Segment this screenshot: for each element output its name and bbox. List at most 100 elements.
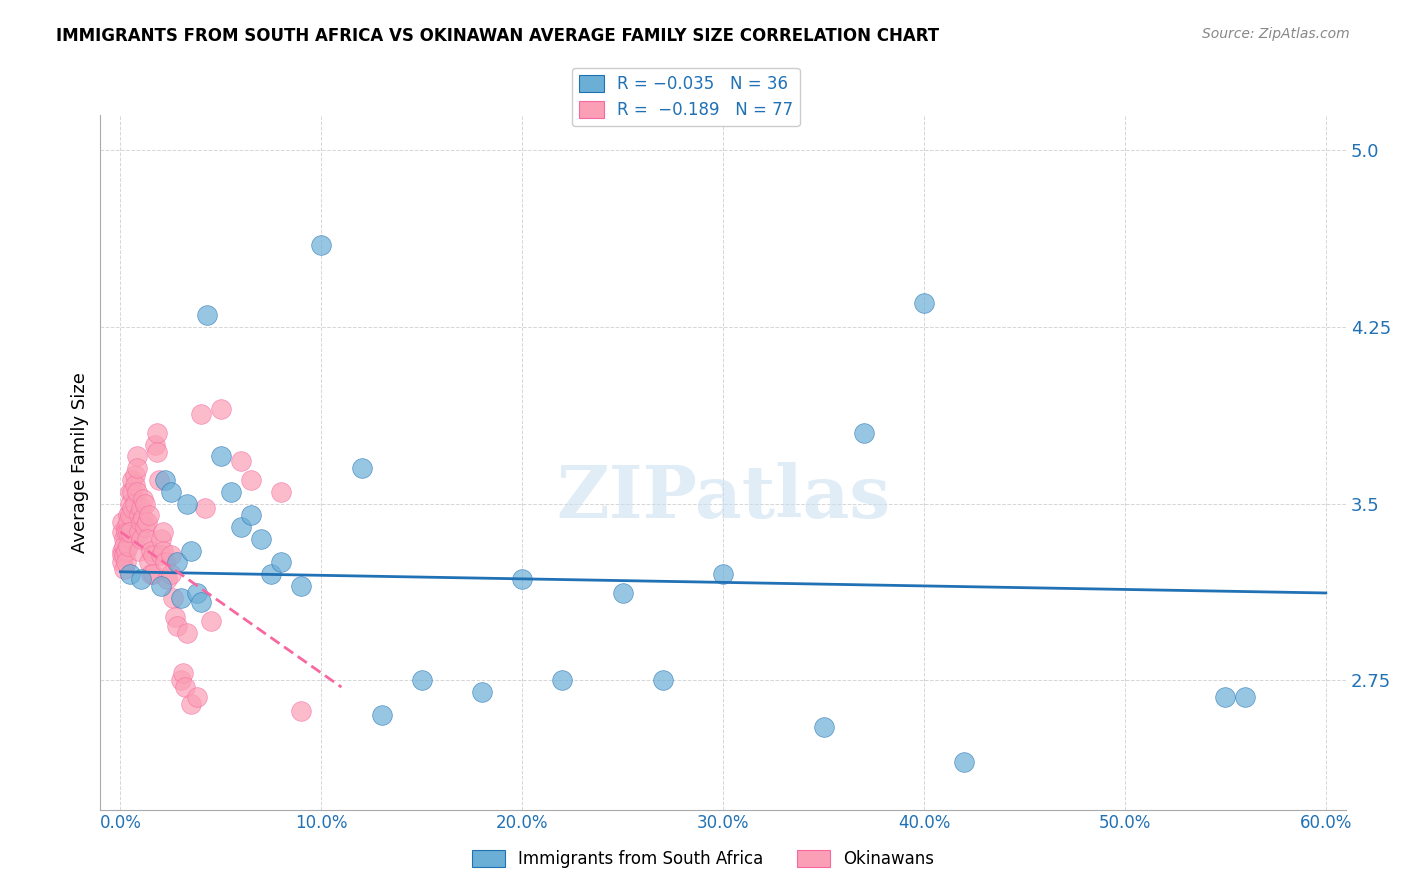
Point [240, 473, 263, 487]
Point [114, 532, 136, 546]
Point [186, 586, 208, 600]
Point [209, 402, 232, 417]
Point [142, 549, 165, 563]
Point [1234, 690, 1257, 704]
Point [120, 567, 142, 582]
Point [149, 532, 172, 546]
Point [159, 567, 181, 582]
Point [250, 532, 273, 546]
Point [143, 438, 166, 452]
Point [190, 407, 212, 421]
Legend: R = −0.035   N = 36, R =  −0.189   N = 77: R = −0.035 N = 36, R = −0.189 N = 77 [572, 68, 800, 126]
Point [124, 496, 146, 510]
Point [124, 468, 146, 483]
Point [117, 539, 139, 553]
Point [120, 496, 142, 510]
Point [152, 543, 174, 558]
Point [200, 614, 222, 628]
Point [711, 567, 734, 582]
Point [129, 516, 152, 530]
Point [128, 524, 150, 539]
Point [111, 549, 134, 563]
Point [114, 562, 136, 576]
Point [186, 690, 208, 704]
Point [229, 454, 252, 468]
Point [139, 543, 162, 558]
Point [411, 673, 433, 687]
Point [120, 524, 142, 539]
Point [176, 626, 198, 640]
Point [612, 586, 634, 600]
Point [121, 501, 143, 516]
Point [124, 477, 146, 491]
Point [120, 484, 142, 499]
Point [270, 555, 292, 569]
Point [128, 543, 150, 558]
Point [190, 595, 212, 609]
Point [180, 697, 202, 711]
Point [148, 473, 170, 487]
Point [111, 555, 134, 569]
Point [131, 491, 153, 506]
Point [139, 567, 162, 582]
Point [134, 520, 156, 534]
Point [142, 567, 165, 582]
Point [912, 296, 935, 310]
Point [153, 473, 176, 487]
Point [125, 461, 148, 475]
Point [156, 572, 179, 586]
Point [138, 508, 160, 523]
Point [551, 673, 574, 687]
Point [176, 496, 198, 510]
Point [260, 567, 283, 582]
Point [159, 484, 181, 499]
Point [111, 524, 134, 539]
Point [219, 484, 242, 499]
Point [172, 665, 194, 680]
Point [111, 543, 134, 558]
Point [120, 508, 142, 523]
Y-axis label: Average Family Size: Average Family Size [72, 372, 89, 553]
Point [149, 549, 172, 563]
Point [135, 532, 157, 546]
Point [370, 708, 392, 723]
Text: Source: ZipAtlas.com: Source: ZipAtlas.com [1202, 27, 1350, 41]
Point [852, 425, 875, 440]
Point [134, 496, 156, 510]
Point [145, 425, 167, 440]
Point [117, 516, 139, 530]
Point [311, 237, 333, 252]
Point [152, 524, 174, 539]
Point [229, 520, 252, 534]
Point [111, 516, 134, 530]
Point [153, 555, 176, 569]
Point [195, 308, 218, 322]
Point [471, 685, 494, 699]
Point [138, 555, 160, 569]
Legend: Immigrants from South Africa, Okinawans: Immigrants from South Africa, Okinawans [465, 843, 941, 875]
Point [114, 549, 136, 563]
Point [115, 555, 138, 569]
Point [117, 508, 139, 523]
Point [125, 450, 148, 464]
Point [162, 591, 184, 605]
Point [194, 501, 217, 516]
Point [128, 508, 150, 523]
Point [149, 579, 172, 593]
Point [651, 673, 673, 687]
Point [290, 579, 312, 593]
Point [125, 484, 148, 499]
Point [270, 484, 292, 499]
Point [240, 508, 263, 523]
Point [170, 591, 193, 605]
Point [173, 680, 195, 694]
Point [145, 444, 167, 458]
Point [131, 510, 153, 524]
Text: IMMIGRANTS FROM SOUTH AFRICA VS OKINAWAN AVERAGE FAMILY SIZE CORRELATION CHART: IMMIGRANTS FROM SOUTH AFRICA VS OKINAWAN… [56, 27, 939, 45]
Text: ZIPatlas: ZIPatlas [555, 461, 890, 533]
Point [121, 473, 143, 487]
Point [166, 619, 188, 633]
Point [180, 543, 202, 558]
Point [813, 720, 835, 734]
Point [1215, 690, 1237, 704]
